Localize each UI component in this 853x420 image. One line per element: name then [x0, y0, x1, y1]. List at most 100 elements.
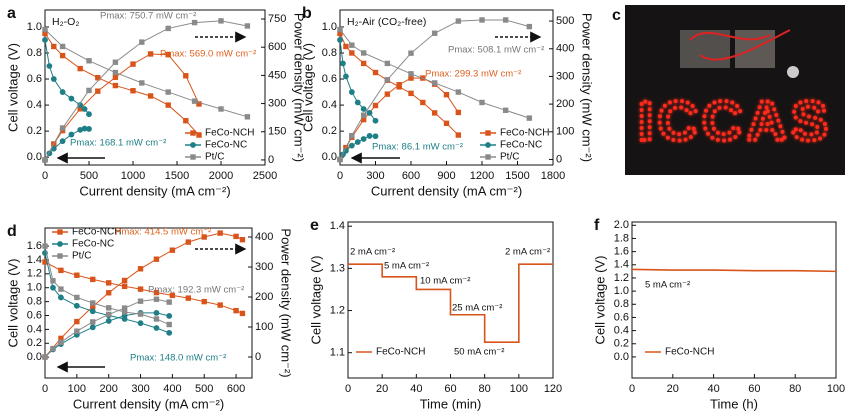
annotation: 5 mA cm⁻²	[384, 261, 429, 272]
marker	[244, 23, 251, 29]
marker	[59, 43, 66, 50]
marker	[112, 82, 119, 89]
chart-panel: 0 500 1000 1500 2000 2500 0.0 0.2 0.4 0.6 0.8 1.0 0 1…	[5, 5, 306, 198]
marker	[233, 307, 239, 314]
x-tick-label: 1500	[505, 170, 529, 182]
marker	[526, 115, 533, 121]
marker	[90, 300, 96, 306]
y2-tick-label: 200	[556, 98, 574, 110]
marker	[137, 266, 144, 272]
x-tick-label: 0	[42, 170, 48, 182]
marker	[408, 50, 414, 56]
marker	[349, 50, 355, 56]
marker	[185, 239, 192, 245]
marker	[485, 142, 491, 148]
power-line	[44, 312, 170, 358]
marker	[105, 280, 112, 286]
marker	[153, 325, 160, 331]
marker	[105, 318, 112, 324]
marker	[218, 18, 224, 24]
y-tick-label: 0.8	[27, 296, 42, 308]
marker	[112, 69, 119, 76]
x-tick-label: 400	[163, 383, 181, 395]
marker	[89, 308, 96, 315]
y2-tick-label: 100	[556, 126, 574, 138]
chart-panel: 0 20 40 60 80 100 0.00.20.4 0.60.81.01.21.41.6 1…	[592, 217, 845, 411]
y-tick-label: 0.8	[27, 47, 42, 59]
marker	[105, 290, 112, 296]
voltage-line	[44, 39, 90, 115]
marker	[50, 76, 57, 82]
marker	[153, 256, 160, 262]
marker	[153, 296, 160, 302]
y-axis-label: Cell voltage (V)	[308, 256, 323, 345]
annotation: 25 mA cm⁻²	[452, 303, 502, 314]
y-tick-label: 1.2	[614, 272, 629, 284]
marker	[384, 91, 391, 97]
y-axis-label: Cell voltage (V)	[300, 43, 315, 132]
y-tick-label: 0.4	[27, 323, 42, 335]
y-tick-label: 1.0	[27, 282, 42, 294]
marker	[139, 80, 145, 86]
y-tick-label: 1.2	[27, 268, 42, 280]
marker	[485, 130, 491, 136]
y-tick-label: 0.6	[27, 309, 42, 321]
x-tick-label: 200	[100, 383, 118, 395]
marker	[396, 82, 402, 88]
x-tick-label: 80	[479, 383, 491, 395]
x-tick-label: 2500	[253, 170, 277, 182]
marker	[59, 52, 66, 59]
marker	[431, 30, 438, 36]
voltage-line	[348, 263, 553, 343]
x-tick-label: 0	[337, 170, 343, 182]
y2-tick-label: 0	[556, 153, 562, 165]
chart-title: H₂-Air (CO₂-free)	[347, 16, 426, 28]
chart-panel: 0 20 40 60 80 100 120 1.1 1.2 1.3 1.4 Time (min) Cel…	[308, 217, 562, 411]
marker	[455, 132, 462, 138]
marker	[343, 73, 349, 80]
marker	[337, 26, 343, 33]
marker	[360, 106, 367, 112]
marker	[81, 106, 88, 112]
y-tick-label: 1.4	[614, 259, 629, 271]
marker	[137, 320, 144, 327]
panel-label: c	[612, 7, 621, 24]
legend-label: FeCo-NCH	[376, 347, 425, 358]
marker	[190, 130, 196, 136]
marker	[348, 142, 355, 149]
y-tick-label: 1.0	[27, 21, 42, 33]
y-tick-label: 1.8	[614, 232, 629, 244]
x-tick-label: 600	[402, 170, 420, 182]
marker	[50, 284, 56, 291]
legend-label: FeCo-NCH	[205, 128, 254, 139]
panel-label: d	[7, 223, 17, 240]
marker	[112, 59, 119, 65]
x-tick-label: 1200	[470, 170, 494, 182]
legend-label: Pt/C	[205, 152, 224, 163]
y2-tick-label: 400	[255, 231, 273, 243]
y-tick-label: 0.2	[614, 338, 629, 350]
y2-tick-label: 0	[268, 154, 274, 166]
marker	[502, 17, 509, 23]
y2-axis-label: Power density (mW cm⁻²)	[580, 13, 595, 162]
marker	[337, 37, 343, 43]
marker	[431, 80, 438, 86]
x-tick-label: 600	[227, 383, 245, 395]
x-tick-label: 1000	[121, 170, 145, 182]
chart-title: H₂-O₂	[52, 16, 79, 28]
y-axis-label: Cell voltage (V)	[5, 43, 20, 132]
legend-label: Pt/C	[500, 152, 519, 163]
x-tick-label: 300	[131, 383, 149, 395]
x-axis-label: Current density (mA cm⁻²)	[79, 183, 230, 198]
photo-panel: ICCAS c	[612, 5, 845, 175]
marker	[354, 139, 361, 145]
chart-panel: 0 300 600 900 1200 1500 1800 0.0 0.2 0.4 0.6 0.8 1.0…	[300, 5, 594, 198]
y-tick-label: 1.6	[27, 240, 42, 252]
power-line	[44, 298, 170, 358]
legend-label: FeCo-NC	[500, 140, 542, 151]
marker	[166, 299, 172, 305]
marker	[384, 77, 391, 83]
marker	[443, 120, 450, 127]
marker	[455, 89, 462, 95]
